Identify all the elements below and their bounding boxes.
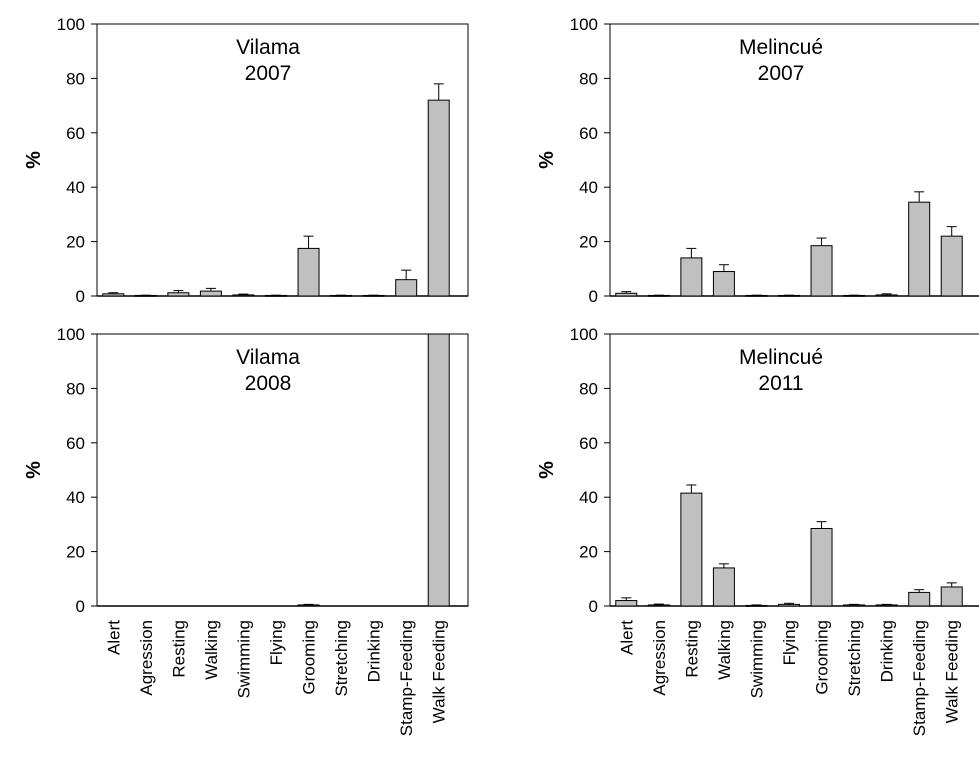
- x-tick-label: Grooming: [300, 620, 319, 695]
- panel-title-year: 2008: [245, 372, 292, 395]
- y-tick-label: 80: [579, 69, 598, 88]
- panel-title-site: Melincué: [739, 346, 823, 369]
- bar-walk-feeding: [940, 586, 963, 607]
- y-tick-label: 0: [76, 597, 85, 616]
- y-tick-label: 60: [579, 124, 598, 143]
- y-tick-label: 0: [76, 287, 85, 306]
- y-axis-label: %: [23, 151, 45, 169]
- y-tick-label: 100: [57, 325, 85, 344]
- y-tick-label: 100: [57, 15, 85, 34]
- y-tick-label: 80: [579, 379, 598, 398]
- x-tick-label: Drinking: [365, 620, 384, 682]
- panel-title-site: Melincué: [739, 36, 823, 59]
- y-tick-label: 60: [66, 124, 85, 143]
- bar-resting: [167, 292, 190, 297]
- bar-alert: [615, 600, 638, 607]
- x-tick-label: Stretching: [332, 620, 351, 697]
- x-tick-label: Alert: [617, 620, 636, 655]
- x-tick-label: Stamp-Feeding: [397, 620, 416, 736]
- y-tick-label: 60: [579, 434, 598, 453]
- bar-walking: [199, 290, 222, 297]
- x-tick-label: Stretching: [845, 620, 864, 697]
- bar-walk-feeding: [427, 99, 450, 297]
- bar-alert: [102, 293, 125, 297]
- bar-grooming: [810, 527, 833, 607]
- x-tick-label: Stamp-Feeding: [910, 620, 929, 736]
- bar-grooming: [810, 245, 833, 297]
- chart-panel-3: 0 20 40 60 80 100% Vilama 2008 Alert Agression Res…: [23, 325, 469, 736]
- chart-panel-4: 0 20 40 60 80 100% Melincué 2011 Alert Agression R…: [536, 325, 979, 736]
- x-tick-label: Drinking: [878, 620, 897, 682]
- panel-title-site: Vilama: [236, 346, 300, 369]
- y-axis-label: %: [536, 461, 558, 479]
- bar-swimming: [745, 604, 768, 607]
- bar-grooming: [297, 247, 320, 297]
- y-axis-label: %: [536, 151, 558, 169]
- bar-swimming: [232, 294, 255, 297]
- bar-drinking: [875, 604, 898, 607]
- bar-alert: [615, 292, 638, 297]
- y-tick-label: 0: [589, 597, 598, 616]
- bar-stamp-feeding: [395, 279, 418, 297]
- y-tick-label: 40: [66, 488, 85, 507]
- bar-flying: [778, 603, 800, 607]
- bar-walk-feeding: [940, 235, 963, 297]
- y-tick-label: 20: [66, 233, 85, 252]
- panel-title-year: 2007: [245, 62, 292, 85]
- x-tick-label: Walk Feeding: [430, 620, 449, 723]
- bar-stretching: [843, 604, 866, 607]
- y-tick-label: 60: [66, 434, 85, 453]
- y-tick-label: 20: [579, 543, 598, 562]
- y-tick-label: 0: [589, 287, 598, 306]
- x-tick-label: Alert: [104, 620, 123, 655]
- x-tick-label: Flying: [780, 620, 799, 665]
- x-tick-label: Swimming: [747, 620, 766, 698]
- x-tick-label: Agression: [137, 620, 156, 696]
- y-axis-label: %: [23, 461, 45, 479]
- bar-resting: [680, 492, 703, 607]
- x-tick-label: Walking: [715, 620, 734, 680]
- bar-walk-feeding: [427, 333, 450, 607]
- bar-stamp-feeding: [908, 591, 931, 607]
- x-tick-label: Resting: [169, 620, 188, 678]
- x-tick-label: Resting: [682, 620, 701, 678]
- y-tick-label: 40: [579, 488, 598, 507]
- y-tick-label: 40: [579, 178, 598, 197]
- panel-title-year: 2007: [758, 62, 805, 85]
- x-tick-label: Walk Feeding: [943, 620, 962, 723]
- x-tick-label: Flying: [267, 620, 286, 665]
- panel-title-year: 2011: [758, 372, 803, 395]
- x-tick-label: Walking: [202, 620, 221, 680]
- panel-title-site: Vilama: [236, 36, 300, 59]
- bar-walking: [712, 271, 735, 297]
- x-tick-label: Grooming: [813, 620, 832, 695]
- bar-walking: [712, 567, 735, 607]
- bar-grooming: [297, 604, 320, 607]
- y-tick-label: 100: [570, 325, 598, 344]
- y-tick-label: 80: [66, 379, 85, 398]
- bar-agression: [647, 604, 670, 607]
- bar-drinking: [875, 294, 898, 297]
- y-tick-label: 80: [66, 69, 85, 88]
- x-tick-label: Swimming: [234, 620, 253, 698]
- y-tick-label: 100: [570, 15, 598, 34]
- bar-resting: [680, 257, 703, 297]
- y-tick-label: 20: [66, 543, 85, 562]
- y-tick-label: 40: [66, 178, 85, 197]
- bar-stamp-feeding: [908, 201, 931, 297]
- x-tick-label: Agression: [650, 620, 669, 696]
- chart-panel-2: 0 20 40 60 80 100% Melincué 2007: [536, 15, 979, 306]
- y-tick-label: 20: [579, 233, 598, 252]
- chart-panel-1: 0 20 40 60 80 100% Vilama 2007: [23, 15, 469, 306]
